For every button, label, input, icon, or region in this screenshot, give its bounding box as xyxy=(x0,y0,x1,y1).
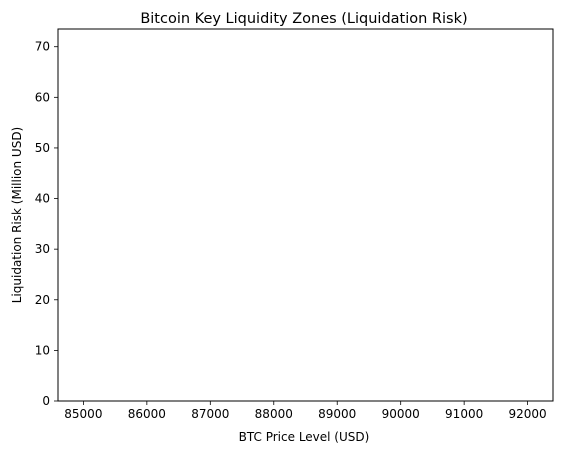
plot-area xyxy=(57,28,554,402)
x-tick-label: 91000 xyxy=(445,407,483,421)
y-tick-label: 60 xyxy=(35,90,50,104)
y-tick-label: 20 xyxy=(35,293,50,307)
x-tick-label: 90000 xyxy=(382,407,420,421)
y-axis-ticks: 0 10 20 30 40 50 60 70 xyxy=(35,40,58,408)
y-tick-label: 40 xyxy=(35,192,50,206)
x-tick-label: 88000 xyxy=(255,407,293,421)
x-tick-label: 92000 xyxy=(509,407,547,421)
x-tick-label: 86000 xyxy=(128,407,166,421)
y-tick-label: 10 xyxy=(35,343,50,357)
y-tick-label: 0 xyxy=(42,394,50,408)
x-tick-label: 89000 xyxy=(318,407,356,421)
y-tick-label: 70 xyxy=(35,40,50,54)
y-axis-label: Liquidation Risk (Million USD) xyxy=(10,127,24,304)
axes-frame xyxy=(57,28,554,402)
x-tick-label: 87000 xyxy=(191,407,229,421)
x-tick-label: 85000 xyxy=(64,407,102,421)
chart-title: Bitcoin Key Liquidity Zones (Liquidation… xyxy=(140,11,467,27)
y-tick-label: 50 xyxy=(35,141,50,155)
x-axis-label: BTC Price Level (USD) xyxy=(239,430,370,444)
y-tick-label: 30 xyxy=(35,242,50,256)
x-axis-ticks: 85000 86000 87000 88000 89000 90000 91000 92000 xyxy=(64,401,547,421)
